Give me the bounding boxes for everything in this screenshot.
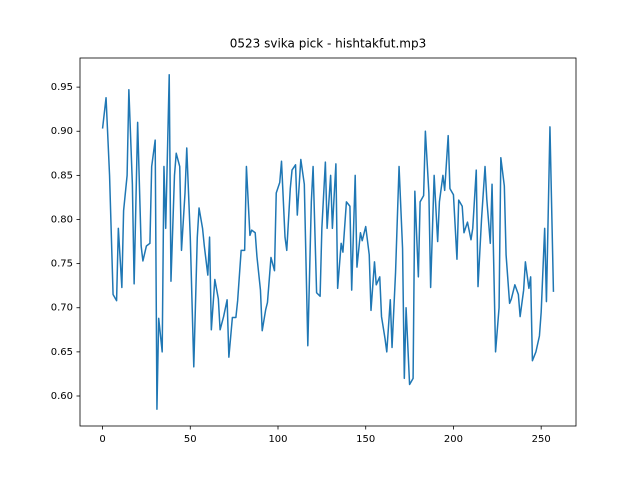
x-tick-label: 100 <box>268 434 287 445</box>
chart-title: 0523 svika pick - hishtakfut.mp3 <box>230 37 427 51</box>
x-tick-label: 50 <box>184 434 197 445</box>
x-tick-label: 200 <box>444 434 463 445</box>
y-tick-label: 0.65 <box>51 347 73 358</box>
x-tick-label: 150 <box>356 434 375 445</box>
y-tick-label: 0.75 <box>51 259 73 270</box>
y-tick-label: 0.95 <box>51 82 73 93</box>
x-tick-label: 250 <box>532 434 551 445</box>
y-tick-label: 0.90 <box>51 126 73 137</box>
y-tick-label: 0.85 <box>51 170 73 181</box>
y-tick-label: 0.70 <box>51 303 73 314</box>
data-line <box>101 74 555 410</box>
y-tick-label: 0.60 <box>51 391 73 402</box>
plot-frame <box>79 57 577 427</box>
y-tick-label: 0.80 <box>51 214 73 225</box>
x-tick-label: 0 <box>99 434 105 445</box>
